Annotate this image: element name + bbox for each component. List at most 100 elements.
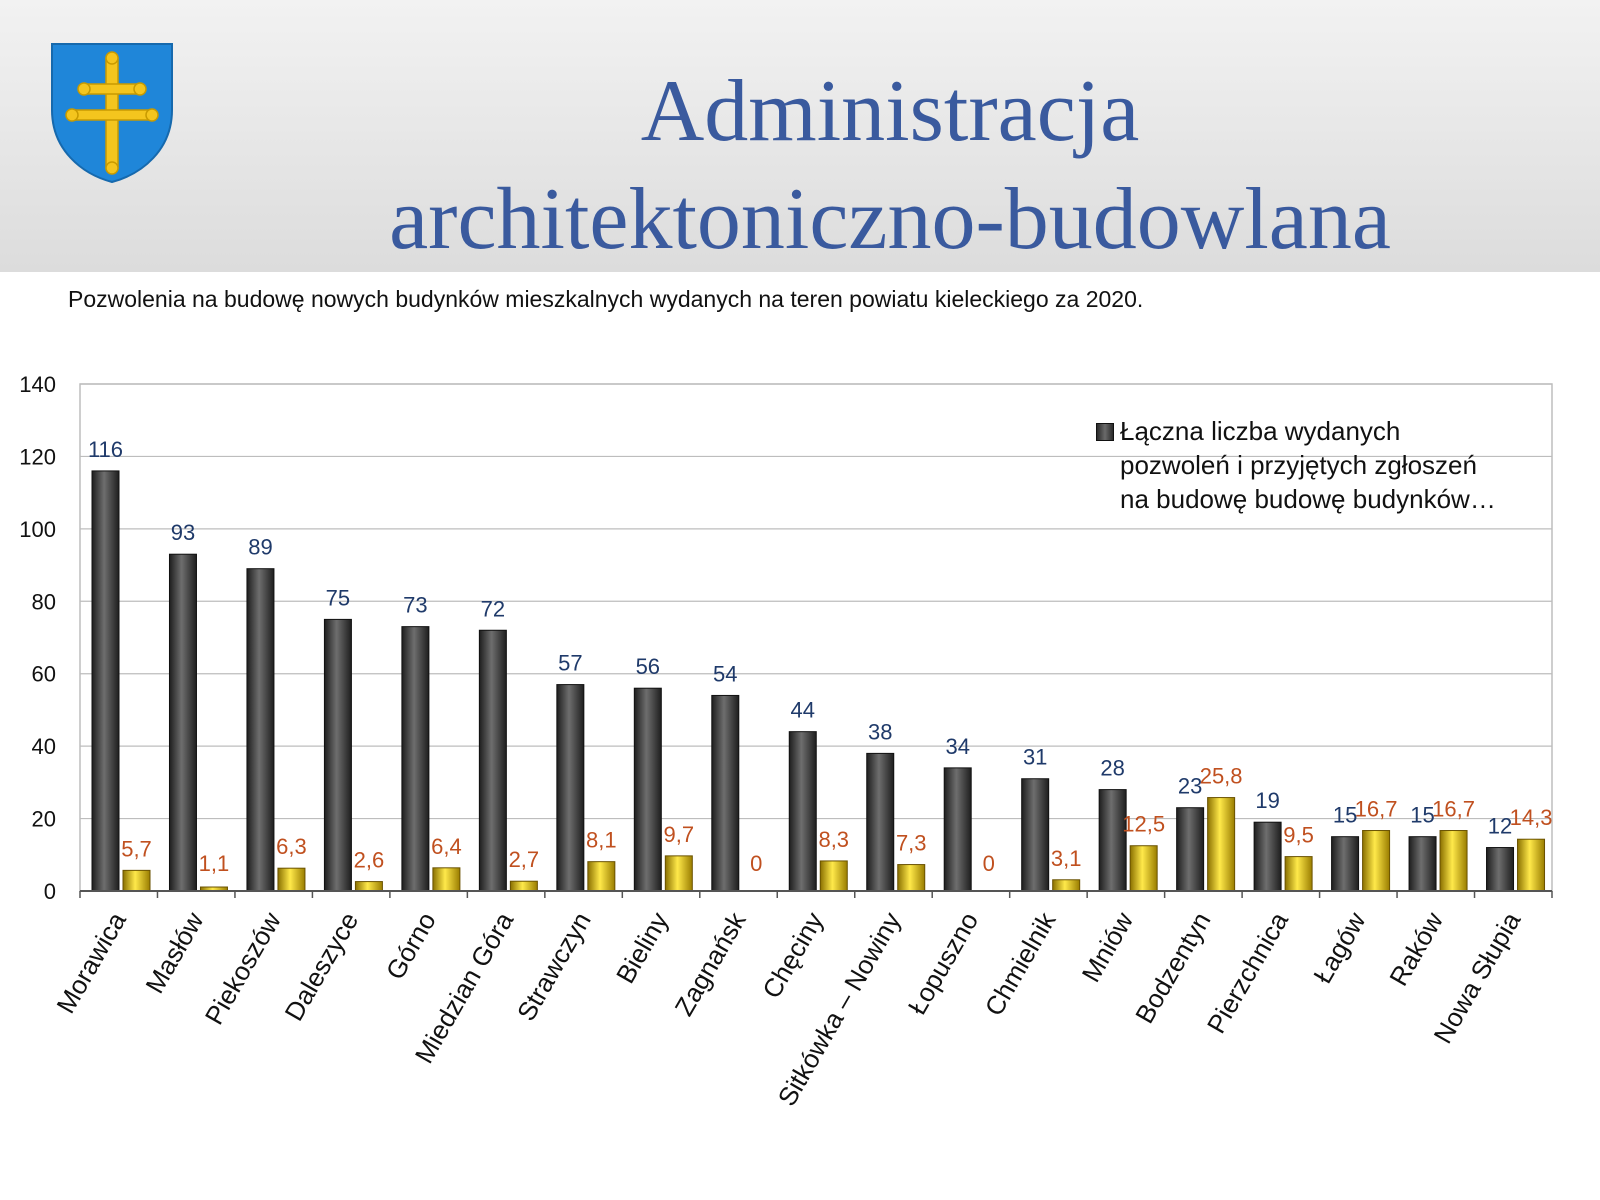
data-label-total: 15: [1410, 803, 1434, 828]
bar-second: [354, 881, 383, 892]
x-category-label: Pierzchnica: [1201, 907, 1294, 1039]
bar-second: [664, 855, 693, 892]
data-label-total: 116: [88, 437, 123, 462]
x-category-label: Łopuszno: [902, 907, 984, 1020]
x-category-label: Chmielnik: [979, 906, 1063, 1021]
slide-title: Administracja architektoniczno-budowlana: [200, 58, 1580, 274]
slide-title-line-2: architektoniczno-budowlana: [389, 171, 1391, 268]
data-label-second: 8,1: [586, 828, 617, 853]
bar-chart: 116 5,7 93 1,1 89 6,3 75 2,6 73 6,4 72 2,7 57 8,1 56 9,…: [19, 372, 1553, 1111]
data-label-second: 16,7: [1355, 797, 1398, 822]
data-label-second: 5,7: [121, 836, 152, 861]
bar-total: [1098, 789, 1127, 892]
data-label-second: 2,6: [354, 848, 385, 873]
data-label-second: 1,1: [199, 851, 230, 876]
bar-total: [1486, 847, 1515, 892]
data-label-total: 72: [481, 596, 505, 621]
data-label-second: 6,3: [276, 834, 307, 859]
coat-of-arms-shield-icon: [51, 43, 173, 184]
bar-total: [1408, 836, 1437, 892]
bar-second: [277, 867, 306, 892]
x-category-label: Bodzentyn: [1129, 907, 1216, 1028]
bar-second: [122, 869, 151, 892]
data-label-second: 14,3: [1510, 805, 1553, 830]
data-label-total: 34: [945, 734, 969, 759]
data-label-total: 31: [1023, 745, 1047, 770]
data-label-total: 93: [171, 520, 195, 545]
x-category-label: Chęciny: [756, 907, 829, 1003]
data-label-total: 54: [713, 661, 737, 686]
data-label-second: 0: [983, 851, 995, 876]
bar-second: [1052, 879, 1081, 892]
slide-title-line-1: Administracja: [640, 63, 1140, 160]
data-label-total: 89: [248, 535, 272, 560]
data-label-total: 57: [558, 651, 582, 676]
y-tick-label: 140: [19, 372, 56, 397]
bar-second: [1129, 845, 1158, 892]
data-label-second: 9,5: [1283, 823, 1314, 848]
bar-total: [91, 470, 120, 892]
data-label-second: 12,5: [1122, 812, 1165, 837]
bar-total: [556, 684, 585, 892]
data-label-total: 44: [791, 698, 815, 723]
y-tick-label: 120: [19, 444, 56, 469]
bar-second: [1284, 856, 1313, 892]
x-category-label: Morawica: [50, 907, 132, 1019]
x-category-label: Łagów: [1307, 907, 1371, 989]
chart-legend: Łączna liczba wydanych pozwoleń i przyję…: [1096, 414, 1496, 516]
data-label-second: 16,7: [1432, 797, 1475, 822]
bar-total: [1331, 836, 1360, 892]
y-tick-label: 0: [44, 879, 56, 904]
bar-second: [1439, 830, 1468, 892]
bar-total: [1253, 821, 1282, 892]
bar-total: [246, 568, 275, 892]
bar-total: [866, 752, 895, 892]
bar-second: [897, 864, 926, 892]
slide-header: Administracja architektoniczno-budowlana: [0, 0, 1600, 272]
bar-total: [323, 618, 352, 892]
bar-total: [943, 767, 972, 892]
data-label-total: 73: [403, 593, 427, 618]
data-label-total: 15: [1333, 803, 1357, 828]
legend-swatch-total: [1096, 423, 1114, 441]
data-label-second: 6,4: [431, 834, 462, 859]
x-category-label: Strawczyn: [511, 907, 597, 1026]
x-category-label: Mniów: [1076, 907, 1140, 987]
y-tick-label: 80: [32, 589, 56, 614]
bar-second: [587, 861, 616, 892]
bar-total: [1176, 807, 1205, 892]
bar-total: [1021, 778, 1050, 892]
y-tick-label: 20: [32, 807, 56, 832]
data-label-second: 25,8: [1200, 764, 1243, 789]
data-label-second: 2,7: [509, 847, 540, 872]
data-label-second: 9,7: [664, 822, 695, 847]
x-category-label: Raków: [1383, 907, 1449, 991]
data-label-total: 56: [636, 654, 660, 679]
bar-total: [711, 694, 740, 892]
bar-second: [819, 860, 848, 892]
x-category-label: Zagnańsk: [669, 906, 753, 1021]
bar-total: [168, 553, 197, 892]
data-label-total: 23: [1178, 774, 1202, 799]
legend-label-total: Łączna liczba wydanych pozwoleń i przyję…: [1120, 416, 1496, 514]
bar-total: [401, 626, 430, 892]
bar-second: [1207, 797, 1236, 892]
data-label-second: 0: [750, 851, 762, 876]
data-label-second: 3,1: [1051, 846, 1082, 871]
bar-second: [1362, 830, 1391, 892]
bar-total: [788, 731, 817, 892]
data-label-total: 12: [1488, 814, 1512, 839]
data-label-total: 75: [326, 585, 350, 610]
x-category-label: Bieliny: [610, 907, 674, 988]
x-category-label: Górno: [380, 907, 442, 985]
chart-title: Pozwolenia na budowę nowych budynków mie…: [68, 286, 1144, 312]
data-label-total: 19: [1255, 788, 1279, 813]
x-category-label: Piekoszów: [199, 907, 287, 1030]
x-category-label: Masłów: [139, 907, 209, 999]
bar-total: [633, 687, 662, 892]
bar-second: [432, 867, 461, 892]
bar-total: [478, 629, 507, 892]
bar-second: [1517, 838, 1546, 892]
data-label-second: 7,3: [896, 831, 927, 856]
y-tick-label: 100: [19, 517, 56, 542]
